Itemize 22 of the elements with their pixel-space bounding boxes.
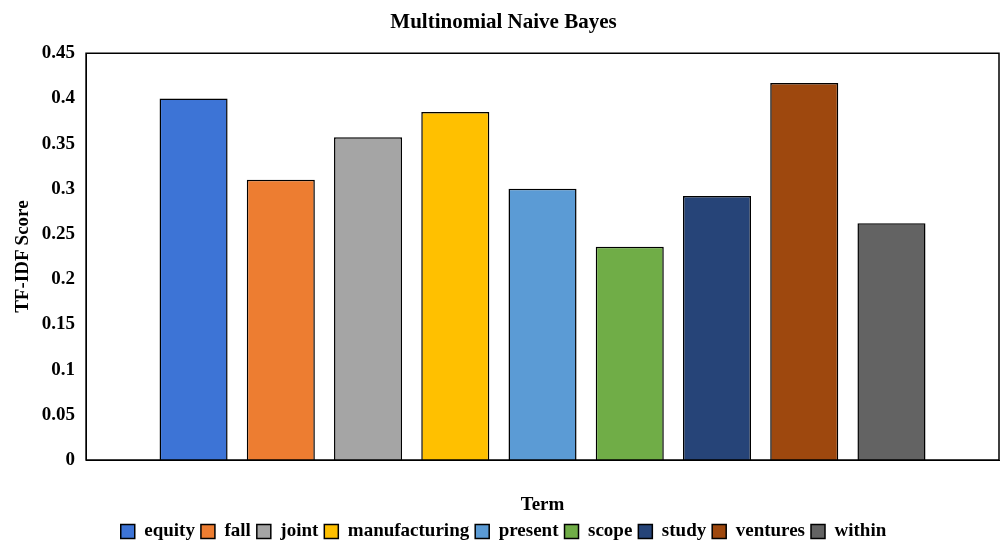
y-tick-label: 0 <box>65 447 76 469</box>
y-tick-label: 0.1 <box>51 357 76 379</box>
legend-label: equity <box>144 519 196 541</box>
legend-label: study <box>661 519 707 541</box>
y-tick-label: 0.35 <box>41 131 76 153</box>
x-axis-title: Term <box>520 492 565 514</box>
chart-title: Multinomial Naive Bayes <box>390 9 617 34</box>
y-tick-label: 0.05 <box>41 402 76 424</box>
legend-label: present <box>498 519 560 541</box>
y-tick-label: 0.25 <box>41 221 76 243</box>
y-tick-label: 0.4 <box>51 86 76 108</box>
y-tick-label: 0.15 <box>41 312 76 334</box>
y-tick-label: 0.45 <box>41 41 76 63</box>
legend-label: within <box>834 519 887 541</box>
legend-label: joint <box>279 519 319 541</box>
y-tick-label: 0.3 <box>51 176 76 198</box>
legend-label: fall <box>224 519 251 541</box>
legend-label: manufacturing <box>347 519 470 541</box>
y-tick-label: 0.2 <box>51 267 76 289</box>
legend-label: scope <box>588 519 633 541</box>
legend-label: ventures <box>735 519 806 541</box>
y-axis-title: TF-IDF Score <box>11 200 33 313</box>
